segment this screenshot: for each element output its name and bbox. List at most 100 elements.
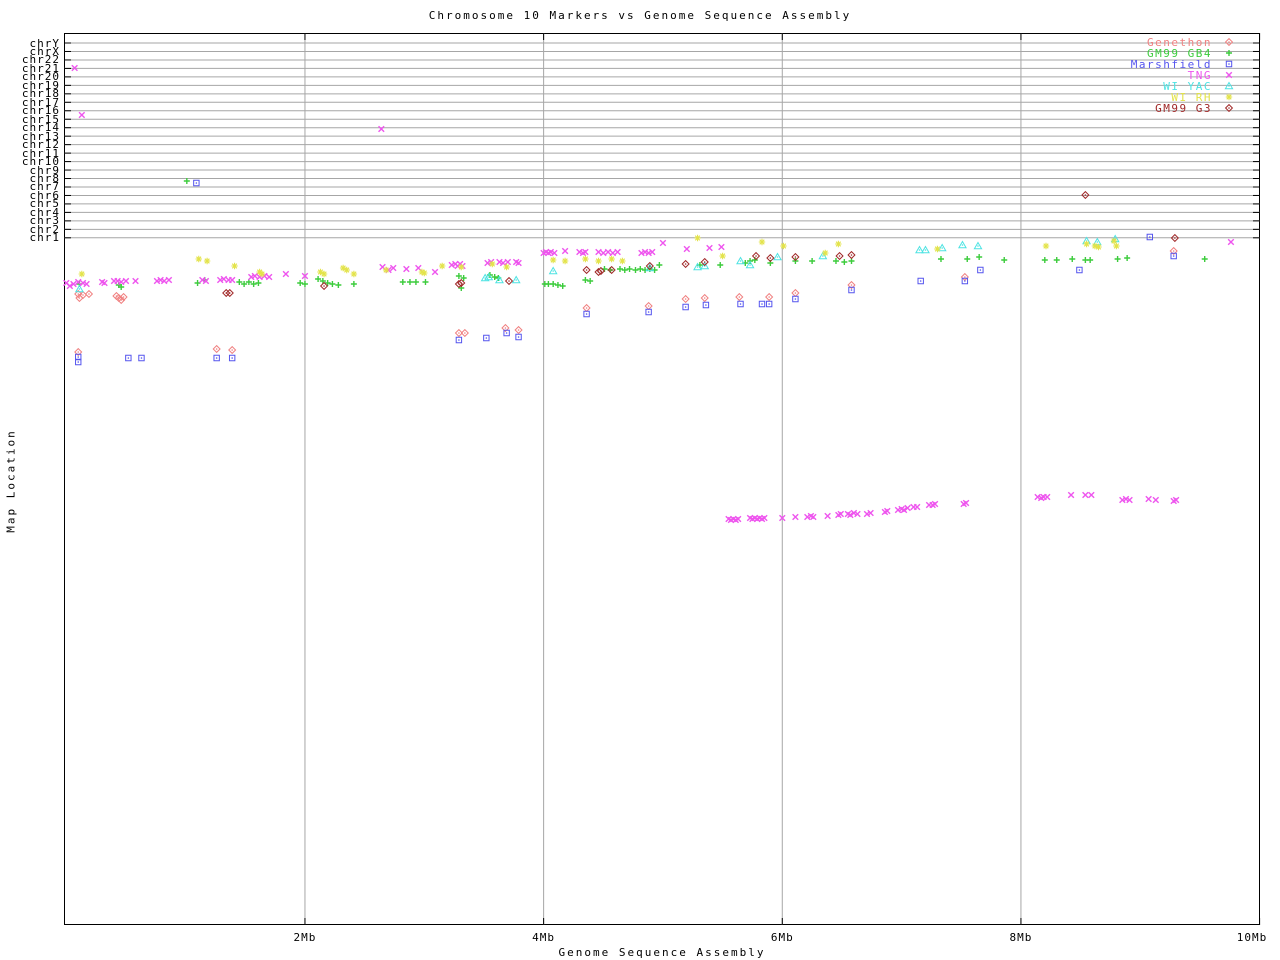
data-point — [548, 266, 558, 275]
data-point-dot — [794, 256, 797, 258]
data-point-dot — [487, 276, 490, 278]
data-point — [1092, 237, 1102, 246]
data-point — [962, 499, 970, 507]
data-point — [549, 256, 557, 264]
data-point — [117, 278, 125, 286]
data-point — [1082, 491, 1089, 499]
data-point — [683, 245, 691, 253]
y-tick-label-chr12: chr12 — [21, 138, 60, 152]
data-point — [659, 239, 667, 247]
data-point — [504, 258, 512, 266]
data-point-dot — [649, 265, 651, 267]
data-point — [773, 252, 782, 261]
data-point — [406, 279, 413, 285]
legend-label-gm99-g3: GM99 G3 — [1155, 102, 1212, 115]
data-point-dot — [231, 349, 233, 351]
data-point — [719, 252, 726, 260]
data-point-dot — [82, 294, 84, 296]
data-point — [74, 284, 84, 293]
data-point-dot — [464, 332, 466, 334]
data-point — [1053, 257, 1060, 263]
data-point-dot — [600, 270, 602, 272]
data-point — [339, 264, 347, 272]
data-point-dot — [504, 327, 507, 329]
data-point — [1224, 37, 1234, 47]
data-point-dot — [505, 332, 508, 334]
data-point — [399, 279, 406, 285]
data-point — [1081, 190, 1090, 200]
data-point-dot — [458, 339, 460, 341]
data-point-dot — [78, 288, 81, 290]
data-point — [1110, 237, 1118, 245]
data-point-dot — [684, 298, 687, 300]
data-point — [637, 266, 644, 272]
data-point — [255, 280, 262, 286]
y-tick-label-chr10: chr10 — [21, 155, 60, 169]
data-point — [736, 256, 745, 265]
data-point-dot — [850, 284, 853, 286]
data-point — [915, 245, 924, 254]
data-point — [595, 248, 602, 256]
data-point — [632, 267, 639, 273]
data-point — [335, 282, 342, 288]
data-point — [931, 500, 939, 508]
data-point — [1146, 233, 1154, 241]
data-point-dot — [231, 357, 233, 359]
data-point — [195, 255, 202, 263]
data-point — [599, 249, 607, 257]
data-point — [132, 277, 139, 285]
data-point-dot — [517, 336, 520, 338]
data-point — [1124, 255, 1131, 261]
legend-label-marshfield: Marshfield — [1130, 58, 1212, 71]
data-point — [231, 262, 238, 270]
data-point — [1001, 257, 1008, 263]
data-point — [1227, 238, 1235, 246]
data-point-dot — [610, 269, 613, 271]
data-point — [1224, 81, 1234, 90]
data-point — [780, 242, 787, 250]
data-point — [504, 276, 514, 286]
data-point — [203, 257, 211, 265]
data-point — [1067, 491, 1075, 499]
data-point-dot — [78, 297, 81, 299]
y-tick-label-chr14: chr14 — [21, 121, 60, 135]
data-point — [1069, 256, 1076, 262]
data-point — [1087, 257, 1094, 263]
data-point — [847, 250, 856, 260]
data-point-dot — [195, 182, 198, 184]
data-point — [236, 279, 243, 285]
data-point — [412, 279, 419, 285]
data-point — [258, 270, 266, 278]
data-point — [1113, 242, 1120, 250]
data-point — [1226, 50, 1232, 56]
data-point — [883, 507, 891, 515]
data-point — [904, 504, 911, 512]
data-point-dot — [850, 289, 853, 291]
data-point — [835, 251, 844, 261]
data-point — [454, 328, 464, 338]
data-point-dot — [120, 299, 122, 301]
data-point — [608, 255, 615, 263]
data-point — [792, 513, 799, 521]
data-point — [503, 329, 510, 337]
data-point — [250, 281, 257, 287]
y-tick-label-chrY: chrY — [29, 36, 60, 50]
data-point-dot — [964, 276, 966, 278]
data-point — [165, 276, 173, 284]
data-point — [587, 278, 594, 284]
data-point — [758, 300, 766, 308]
legend-marker-icon — [1225, 93, 1233, 101]
data-point — [480, 273, 490, 282]
legend-label-genethon: Genethon — [1147, 36, 1212, 49]
data-point — [681, 294, 690, 304]
data-point-dot — [552, 270, 554, 272]
data-point — [183, 178, 190, 184]
data-point — [917, 277, 924, 285]
data-point-dot — [458, 332, 460, 334]
data-point — [1088, 491, 1095, 499]
data-point — [934, 245, 941, 253]
data-point — [921, 245, 930, 254]
data-point — [960, 272, 969, 282]
data-point — [656, 262, 663, 268]
